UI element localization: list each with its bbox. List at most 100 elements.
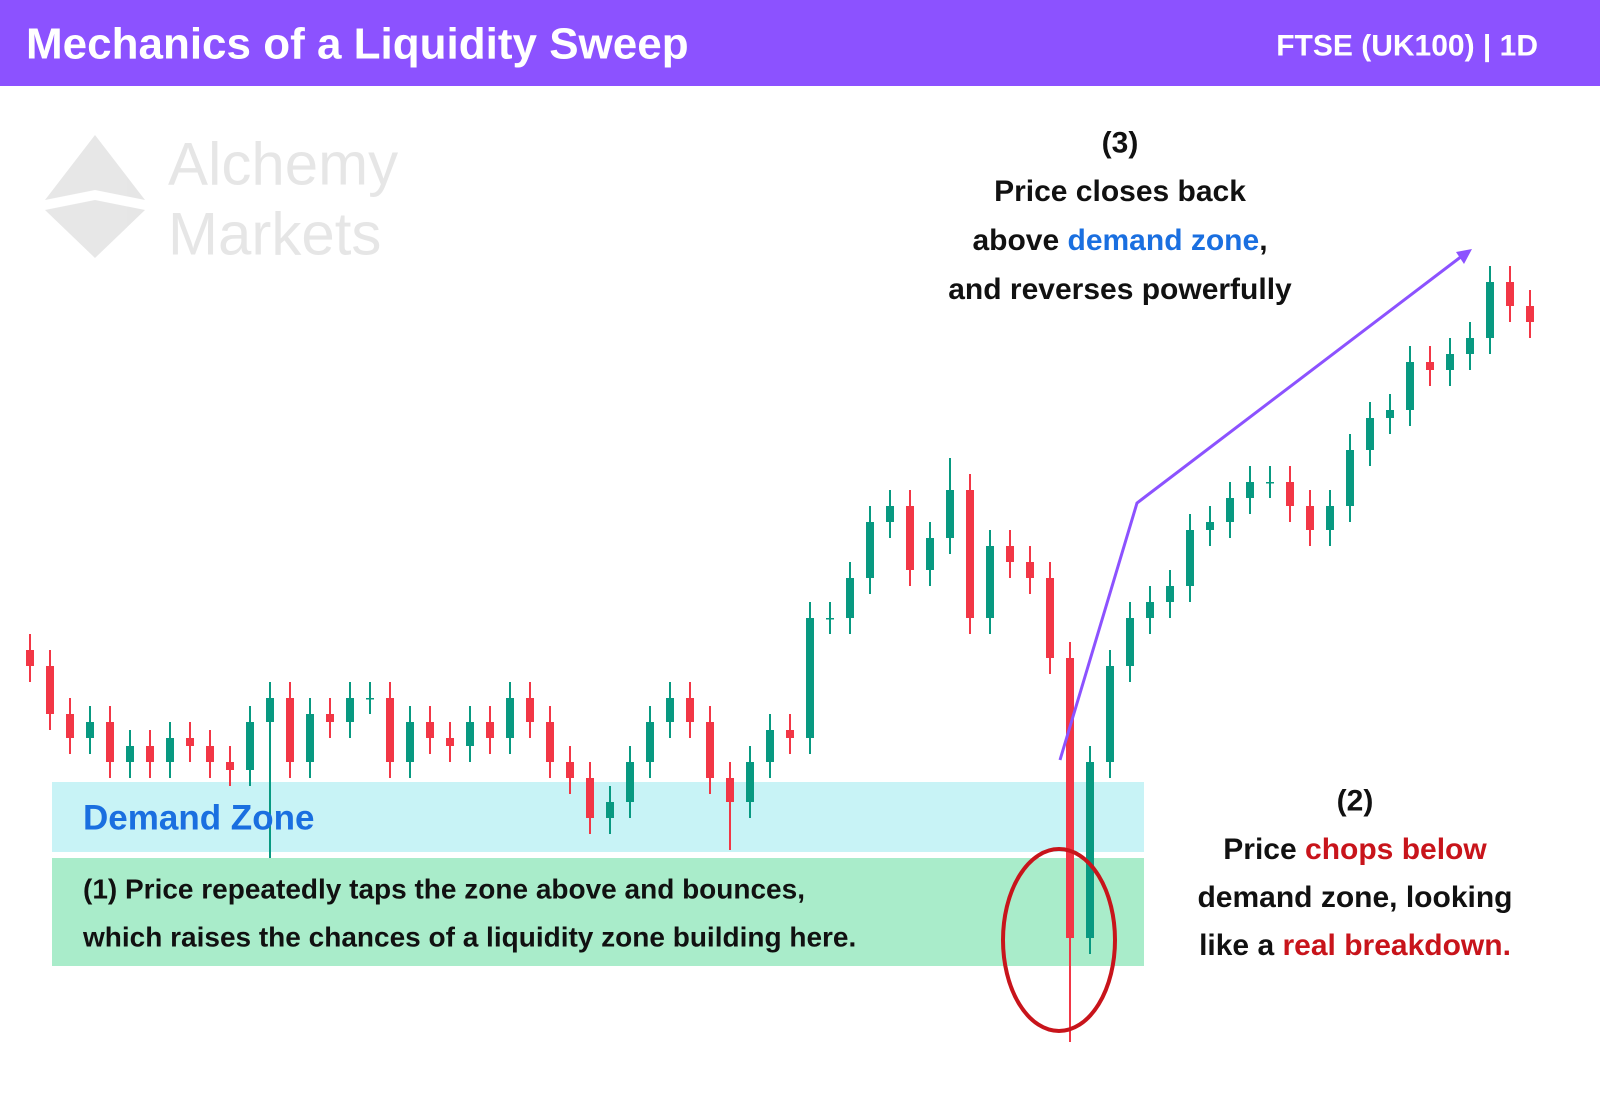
- candle-body: [766, 730, 774, 762]
- candle-body: [546, 722, 554, 762]
- candle-body: [406, 722, 414, 762]
- candles: [26, 266, 1534, 1042]
- watermark-text: Markets: [168, 201, 381, 268]
- candle-body: [1346, 450, 1354, 506]
- annotation-part: Price closes back: [994, 175, 1246, 208]
- candle-body: [1186, 530, 1194, 586]
- demand-zone: [52, 782, 1144, 852]
- candle-body: [286, 698, 294, 762]
- candle-body: [1306, 506, 1314, 530]
- arrow-head: [1456, 249, 1472, 264]
- annotation-part: ,: [1259, 224, 1267, 257]
- annotation-part: demand zone, looking: [1197, 881, 1512, 914]
- candle-body: [26, 650, 34, 666]
- candle-body: [1426, 362, 1434, 370]
- annotation-line: which raises the chances of a liquidity …: [82, 922, 856, 953]
- candle-body: [1246, 482, 1254, 498]
- annotation-number: (2): [1337, 785, 1374, 818]
- candle-body: [806, 618, 814, 738]
- candle-body: [166, 738, 174, 762]
- zone-label: Demand Zone: [83, 799, 314, 838]
- annotation-line: like a real breakdown.: [1199, 929, 1511, 962]
- annotation-highlight: real breakdown.: [1282, 929, 1510, 962]
- candle-body: [1366, 418, 1374, 450]
- candle-body: [1066, 658, 1074, 938]
- candle-body: [1106, 666, 1114, 762]
- candle-body: [1486, 282, 1494, 338]
- candle-body: [846, 578, 854, 618]
- candle-body: [1006, 546, 1014, 562]
- liquidity-zone: [52, 858, 1144, 966]
- candle-body: [486, 722, 494, 738]
- candle-body: [366, 698, 374, 700]
- candle-body: [1286, 482, 1294, 506]
- candle-body: [446, 738, 454, 746]
- header-band: [0, 0, 1600, 86]
- candle-body: [1446, 354, 1454, 370]
- candle-body: [66, 714, 74, 738]
- annotation-number: (3): [1102, 127, 1139, 160]
- candle-body: [1526, 306, 1534, 322]
- candle-body: [1086, 762, 1094, 938]
- annotation-part: above: [972, 224, 1067, 257]
- candle-body: [86, 722, 94, 738]
- candle-body: [1226, 498, 1234, 522]
- candle-body: [666, 698, 674, 722]
- candle-body: [146, 746, 154, 762]
- candle-body: [466, 722, 474, 746]
- candle-body: [1506, 282, 1514, 306]
- candle-body: [186, 738, 194, 746]
- candle-body: [746, 762, 754, 802]
- candle-body: [626, 762, 634, 802]
- candle-body: [426, 722, 434, 738]
- candle-body: [706, 722, 714, 778]
- annotation-part: and reverses powerfully: [948, 273, 1292, 306]
- candle-body: [1386, 410, 1394, 418]
- candle-body: [1326, 506, 1334, 530]
- annotation-line: and reverses powerfully: [948, 273, 1292, 306]
- candle-body: [1206, 522, 1214, 530]
- candle-body: [606, 802, 614, 818]
- candle-body: [1146, 602, 1154, 618]
- candle-body: [926, 538, 934, 570]
- chart-subtitle: FTSE (UK100) | 1D: [1276, 30, 1538, 63]
- candle-body: [966, 490, 974, 618]
- candle-body: [646, 722, 654, 762]
- candle-body: [906, 506, 914, 570]
- watermark-logo: [45, 135, 145, 258]
- candle-body: [226, 762, 234, 770]
- candle-body: [1126, 618, 1134, 666]
- chart-title: Mechanics of a Liquidity Sweep: [26, 20, 689, 69]
- candle-body: [266, 698, 274, 722]
- candle-body: [506, 698, 514, 738]
- annotation-part: Price: [1223, 833, 1305, 866]
- candle-body: [586, 778, 594, 818]
- candle-body: [786, 730, 794, 738]
- candle-body: [1026, 562, 1034, 578]
- candle-body: [526, 698, 534, 722]
- candle-body: [126, 746, 134, 762]
- candle-body: [1166, 586, 1174, 602]
- candle-body: [986, 546, 994, 618]
- annotation-highlight: chops below: [1305, 833, 1487, 866]
- candle-body: [206, 746, 214, 762]
- candle-body: [386, 698, 394, 762]
- candle-body: [1406, 362, 1414, 410]
- sweep-circle: [1001, 847, 1117, 1033]
- annotation-line: (1) Price repeatedly taps the zone above…: [83, 874, 805, 905]
- reversal-arrow: [1058, 254, 1463, 761]
- annotation-line: Price closes back: [994, 175, 1246, 208]
- candle-body: [326, 714, 334, 722]
- candle-body: [306, 714, 314, 762]
- candle-body: [726, 778, 734, 802]
- candle-body: [346, 698, 354, 722]
- candle-body: [866, 522, 874, 578]
- watermark: Alchemy Markets: [45, 131, 398, 268]
- candle-body: [826, 618, 834, 620]
- candle-body: [1266, 482, 1274, 484]
- candle-body: [566, 762, 574, 778]
- candle-body: [946, 490, 954, 538]
- candle-body: [1046, 578, 1054, 658]
